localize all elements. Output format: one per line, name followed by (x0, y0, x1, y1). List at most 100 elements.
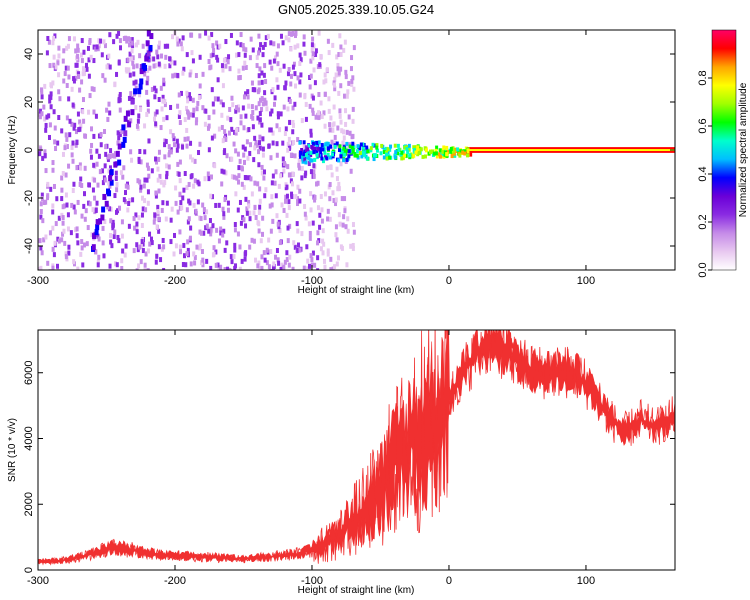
noise-cell (61, 231, 65, 237)
noise-cell (286, 225, 290, 231)
noise-cell (239, 42, 243, 48)
noise-cell (236, 151, 240, 157)
noise-cell (205, 209, 209, 215)
spread-cell (445, 152, 449, 157)
noise-cell (263, 169, 267, 175)
noise-cell (258, 140, 262, 146)
spread-cell (337, 158, 341, 163)
noise-cell (263, 90, 267, 96)
noise-cell (261, 152, 265, 158)
noise-cell (258, 66, 262, 72)
noise-cell (107, 101, 111, 107)
noise-cell (196, 179, 200, 185)
spread-cell (362, 150, 366, 155)
streak-cell (141, 63, 146, 70)
noise-cell (202, 230, 206, 236)
noise-cell (93, 195, 97, 201)
noise-cell (127, 36, 131, 42)
noise-cell (245, 210, 249, 216)
snr-series (38, 330, 675, 566)
noise-cell (200, 230, 204, 236)
noise-cell (167, 144, 171, 150)
noise-cell (143, 149, 147, 155)
noise-cell (128, 51, 132, 57)
noise-cell (261, 231, 265, 237)
noise-cell (242, 125, 246, 131)
noise-cell (53, 240, 57, 246)
spread-cell (318, 147, 322, 152)
noise-cell (219, 230, 223, 236)
noise-cell (189, 174, 193, 180)
spread-cell (423, 154, 427, 159)
noise-cell (261, 136, 265, 142)
noise-cell (314, 51, 318, 57)
noise-cell (274, 254, 278, 260)
spread-cell (416, 147, 420, 152)
noise-cell (116, 234, 120, 240)
noise-cell (331, 42, 335, 48)
noise-cell (339, 44, 343, 50)
x-tick-label: 0 (446, 275, 452, 287)
noise-cell (235, 175, 239, 181)
noise-cell (203, 176, 207, 182)
noise-cell (162, 267, 166, 270)
noise-cell (75, 62, 79, 68)
noise-cell (139, 259, 143, 265)
noise-cell (345, 93, 349, 99)
spread-cell (386, 147, 390, 152)
noise-cell (251, 110, 255, 116)
noise-cell (127, 200, 131, 206)
y-tick-label: 6000 (23, 360, 35, 384)
spread-cell (328, 155, 332, 160)
noise-cell (209, 231, 213, 237)
noise-cell (169, 104, 173, 110)
noise-cell (103, 163, 107, 169)
noise-cell (146, 67, 150, 73)
noise-cell (290, 181, 294, 187)
noise-cell (189, 154, 193, 160)
noise-cell (49, 91, 53, 97)
noise-cell (108, 263, 112, 269)
noise-cell (60, 196, 64, 202)
noise-cell (182, 66, 186, 72)
noise-cell (191, 58, 195, 64)
noise-cell (223, 129, 227, 135)
noise-cell (284, 126, 288, 132)
noise-cell (96, 233, 100, 239)
noise-cell (39, 208, 43, 214)
noise-cell (207, 58, 211, 64)
noise-cell (279, 266, 283, 270)
noise-cell (215, 227, 219, 233)
noise-cell (288, 172, 292, 178)
spread-cell (384, 146, 388, 151)
noise-cell (287, 31, 291, 37)
noise-cell (335, 176, 339, 182)
noise-cell (102, 253, 106, 259)
noise-cell (238, 74, 242, 80)
noise-cell (260, 70, 264, 76)
noise-cell (193, 254, 197, 260)
noise-cell (272, 261, 276, 267)
noise-cell (61, 204, 65, 210)
noise-cell (52, 183, 56, 189)
spread-cell (412, 145, 416, 150)
noise-cell (268, 127, 272, 133)
noise-cell (258, 145, 262, 151)
noise-cell (172, 136, 176, 142)
noise-cell (159, 125, 163, 131)
noise-cell (222, 211, 226, 217)
noise-cell (143, 71, 147, 77)
noise-cell (124, 183, 128, 189)
noise-cell (251, 124, 255, 130)
noise-cell (258, 47, 262, 53)
streak-cell (109, 179, 114, 186)
noise-cell (189, 112, 193, 118)
noise-cell (342, 47, 346, 53)
noise-cell (180, 205, 184, 211)
noise-cell (349, 168, 353, 174)
noise-cell (129, 149, 133, 155)
noise-cell (105, 64, 109, 70)
spread-cell (365, 145, 369, 150)
noise-cell (276, 114, 280, 120)
